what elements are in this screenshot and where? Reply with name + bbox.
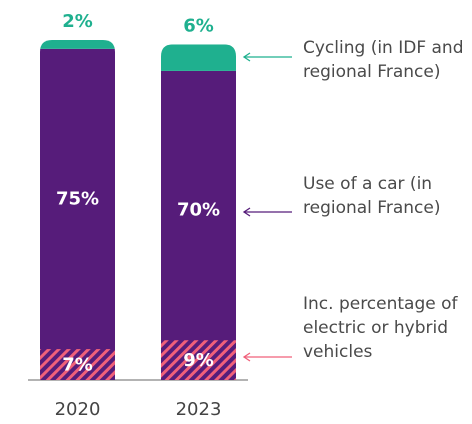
arrow-head (242, 352, 251, 362)
annotation: Cycling (in IDF and regional France) (303, 38, 464, 82)
value-label: 70% (177, 199, 220, 220)
bar-group (40, 40, 115, 380)
value-label: 75% (56, 188, 99, 209)
x-tick-label: 2023 (176, 399, 222, 420)
bar-segment (161, 44, 236, 71)
value-label: 2% (62, 11, 93, 32)
value-label: 7% (62, 355, 93, 376)
value-label: 6% (183, 15, 214, 36)
x-tick-label: 2020 (55, 399, 101, 420)
bar-group (161, 44, 236, 380)
arrow-head (242, 52, 251, 62)
annotation: Use of a car (in regional France) (303, 174, 441, 218)
arrow-head (242, 207, 251, 217)
value-label: 9% (183, 350, 214, 371)
bar-segment (161, 70, 236, 380)
annotation: Inc. percentage of electric or hybrid ve… (303, 294, 458, 362)
bar-segment (40, 48, 115, 380)
included-segment (40, 349, 115, 380)
included-segment (161, 340, 236, 380)
bar-segment (40, 40, 115, 49)
